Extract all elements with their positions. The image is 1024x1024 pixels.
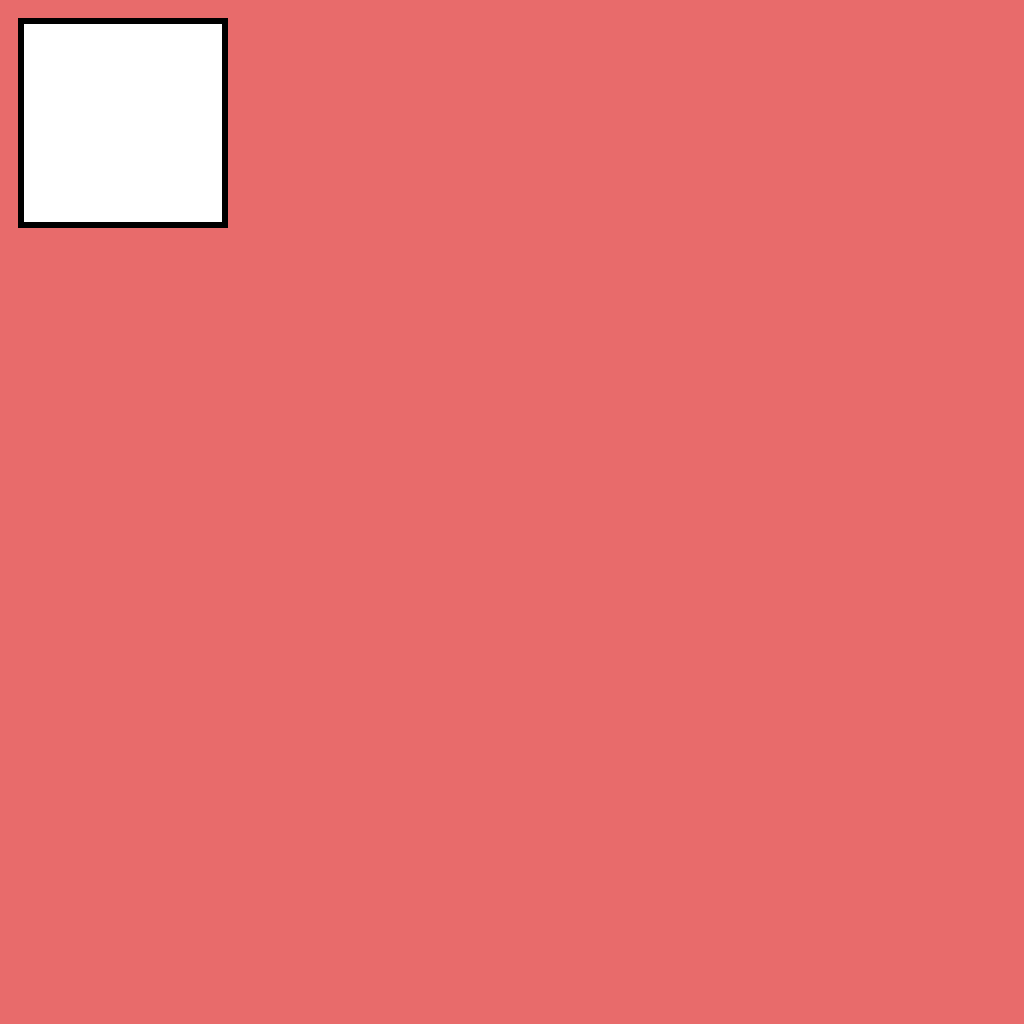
iris-logo [18, 18, 228, 228]
